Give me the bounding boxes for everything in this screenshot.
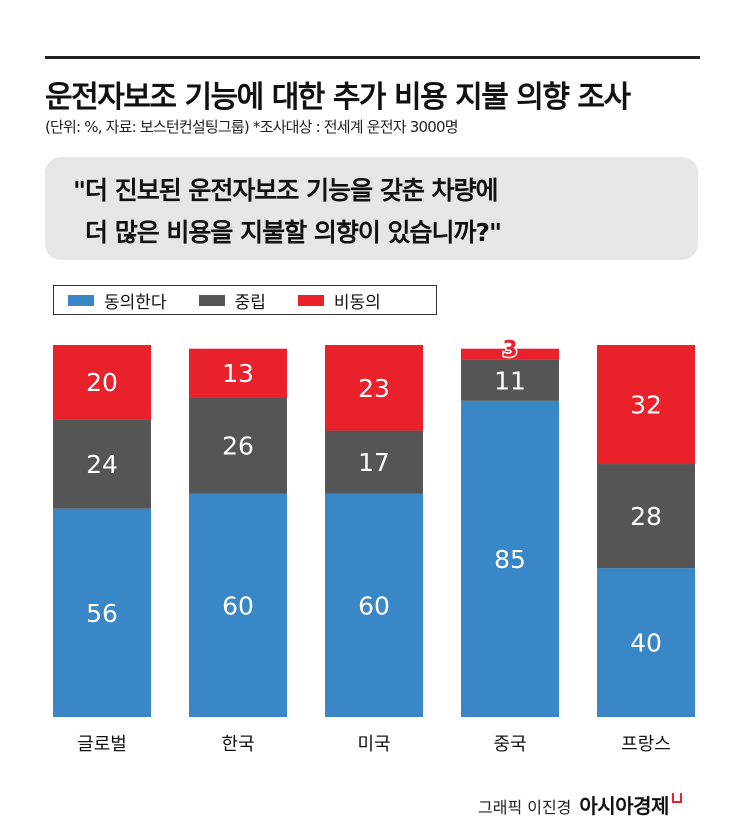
data-label: 32: [630, 391, 662, 420]
legend-swatch: [198, 294, 225, 306]
legend-label: 동의한다: [104, 292, 167, 313]
data-label: 11: [494, 366, 526, 395]
question-line-1: "더 진보된 운전자보조 기능을 갖춘 차량에: [73, 176, 499, 205]
bar-segment: [325, 493, 423, 717]
data-label: 26: [222, 431, 254, 460]
bar-segment: [189, 348, 287, 398]
data-label: 28: [630, 502, 662, 531]
legend-swatch: [297, 294, 324, 306]
bar-segment: [325, 345, 423, 431]
question-box: "더 진보된 운전자보조 기능을 갖춘 차량에 더 많은 비용을 지불할 의향이…: [45, 157, 698, 260]
data-label: 20: [86, 368, 118, 397]
bar-segment: [461, 348, 559, 360]
data-label: 40: [630, 629, 662, 658]
data-label: 23: [358, 374, 390, 403]
footer: 그래픽 이진경 아시아경제: [478, 790, 682, 819]
chart-title: 운전자보조 기능에 대한 추가 비용 지불 의향 조사: [45, 80, 631, 115]
legend-item-disagree: 비동의: [297, 288, 381, 313]
bar-segment: [189, 493, 287, 717]
bar-segment: [597, 345, 695, 465]
legend-label: 중립: [234, 292, 266, 313]
top-rule: [45, 56, 700, 59]
brand-mark-icon: [671, 793, 682, 803]
legend-swatch: [68, 294, 94, 306]
bar-segment: [325, 430, 423, 494]
data-label: 24: [86, 450, 118, 479]
data-label: 17: [358, 448, 390, 477]
legend-item-neutral: 중립: [198, 288, 266, 313]
category-label: 한국: [221, 734, 254, 755]
bar-segment: [461, 359, 559, 401]
data-label: 13: [222, 359, 254, 388]
category-label: 프랑스: [621, 734, 671, 755]
category-label: 미국: [357, 734, 390, 755]
question-line-2: 더 많은 비용을 지불할 의향이 있습니까?": [85, 218, 502, 247]
chart-subtitle: (단위: %, 자료: 보스턴컨설팅그룹) *조사대상 : 전세계 운전자 30…: [45, 118, 459, 136]
data-label: 60: [222, 591, 254, 620]
bar-segment: [53, 419, 151, 509]
data-label: 85: [494, 545, 526, 574]
bar-segment: [597, 464, 695, 569]
legend-item-agree: 동의한다: [68, 288, 167, 313]
category-label: 글로벌: [77, 734, 127, 755]
bar-segment: [53, 345, 151, 420]
data-label: 56: [86, 599, 118, 628]
bar-segment: [189, 397, 287, 494]
brand-logo: 아시아경제: [579, 794, 669, 818]
legend-label: 비동의: [333, 292, 381, 313]
bar-segment: [53, 508, 151, 717]
bar-segment: [461, 400, 559, 717]
legend: 동의한다 중립 비동의: [53, 285, 437, 315]
category-label: 중국: [493, 734, 526, 755]
bar-segment: [597, 568, 695, 717]
data-label: 3: [502, 338, 517, 363]
graphic-credit: 그래픽 이진경: [478, 798, 572, 817]
data-label: 60: [358, 591, 390, 620]
